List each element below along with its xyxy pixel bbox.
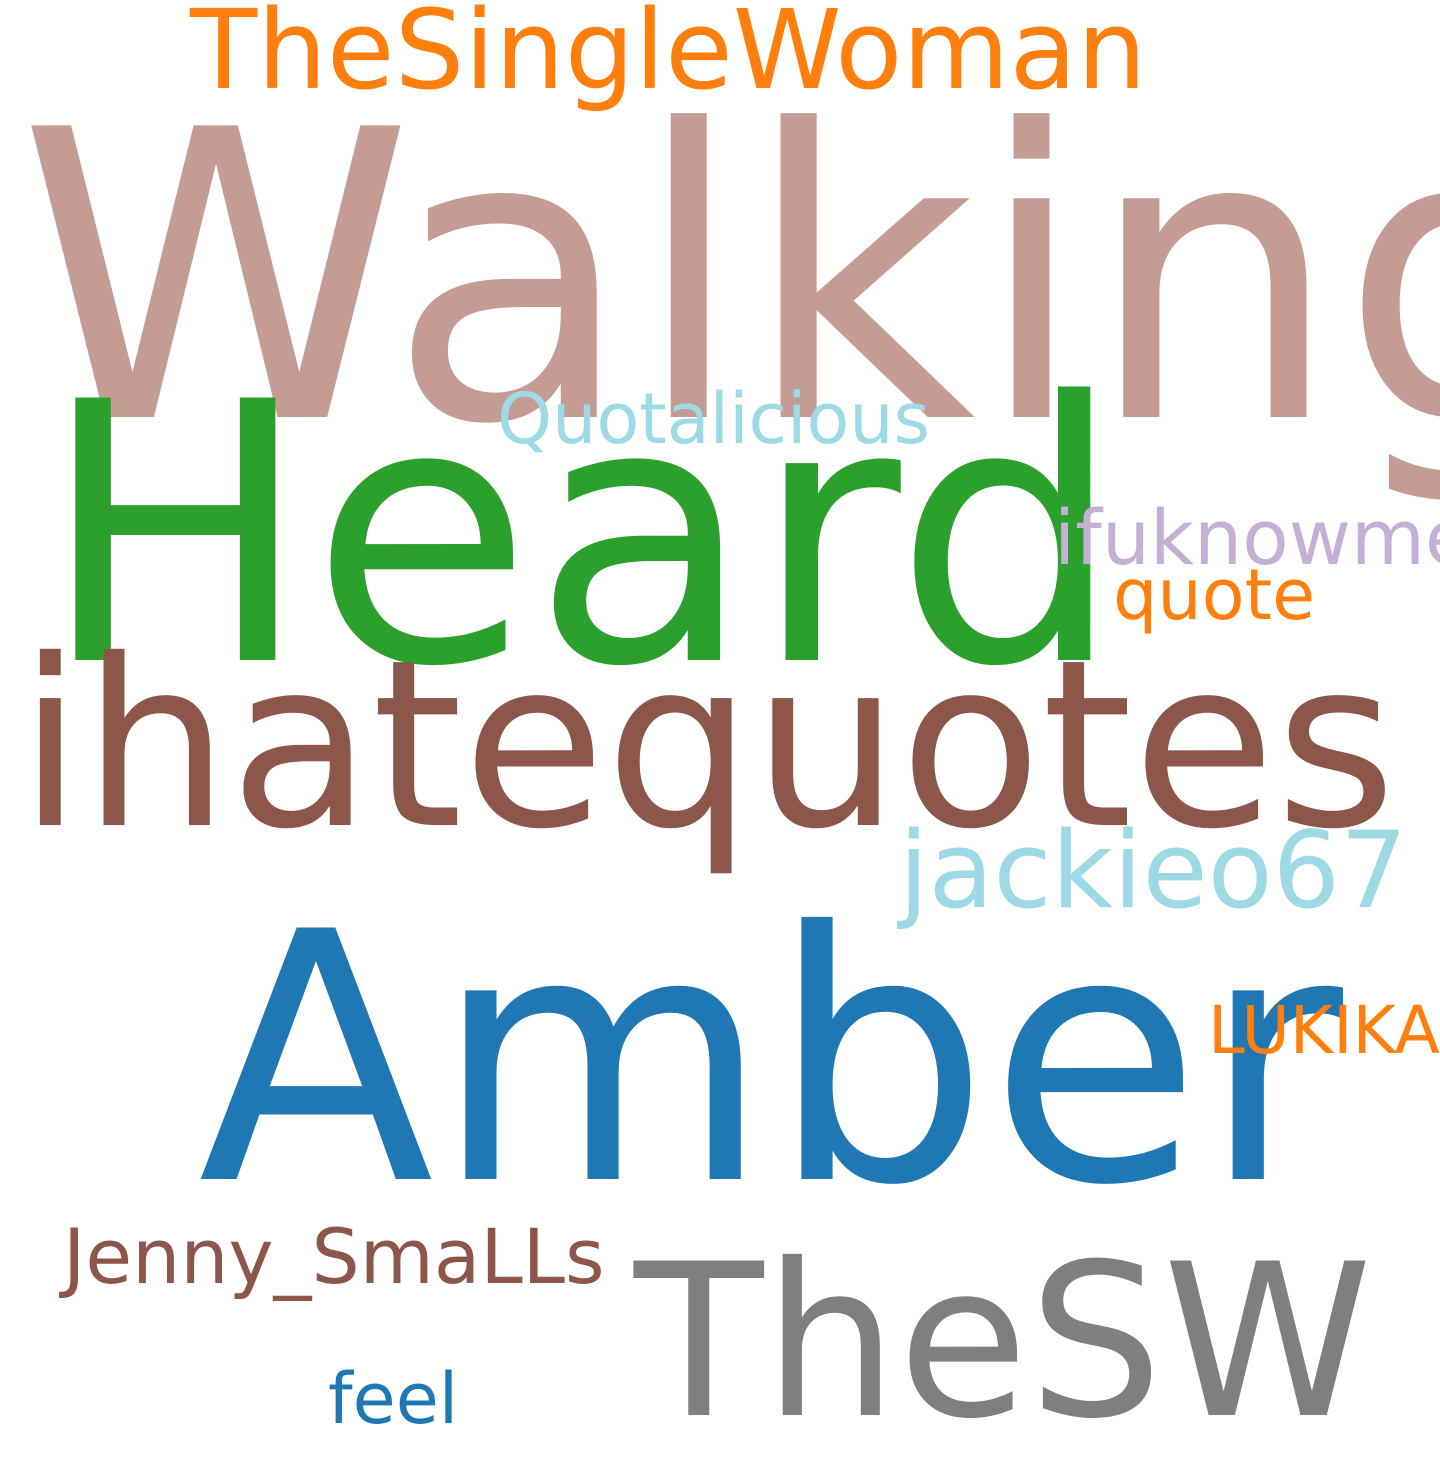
word-heard: Heard <box>40 326 1123 745</box>
word-amber: Amber <box>198 860 1344 1261</box>
word-jenny-smalls: Jenny_SmaLLs <box>63 1212 605 1301</box>
word-thesw: TheSW <box>634 1218 1373 1465</box>
word-quotalicious: Quotalicious <box>497 378 931 460</box>
word-ihatequotes: ihatequotes <box>18 610 1397 880</box>
word-feel: feel <box>328 1358 459 1440</box>
word-ifuknowme: ifuknowme <box>1054 493 1440 582</box>
word-lukika: LUKIKA <box>1208 992 1440 1069</box>
word-walking: Walking <box>18 47 1440 512</box>
word-thesinglewoman: TheSingleWoman <box>190 0 1147 114</box>
word-quote: quote <box>1113 554 1316 636</box>
word-jackieo67: jackieo67 <box>899 809 1408 932</box>
